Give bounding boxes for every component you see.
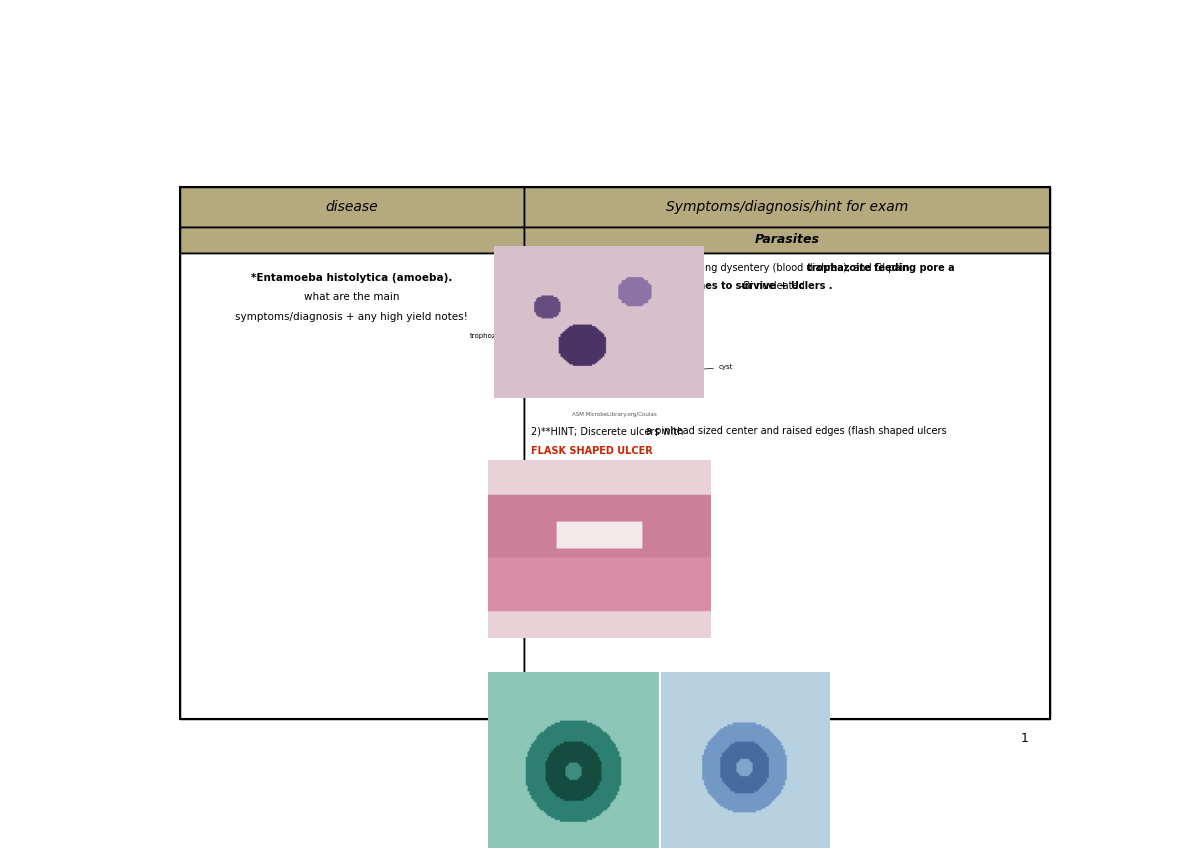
- Text: what are the main: what are the main: [304, 293, 400, 303]
- Text: 2)**HINT; Discerete ulcers with: 2)**HINT; Discerete ulcers with: [532, 427, 686, 436]
- Text: Entamoeba histolytica: Entamoeba histolytica: [499, 607, 640, 617]
- Bar: [180, 226, 523, 254]
- Text: -Bi nucleated: -Bi nucleated: [734, 282, 805, 291]
- Text: 10μm: 10μm: [583, 769, 600, 774]
- Text: Symptoms/diagnosis/hint for exam: Symptoms/diagnosis/hint for exam: [666, 199, 908, 214]
- Text: 10μm: 10μm: [719, 769, 734, 774]
- Text: Uninucleate cyst: Uninucleate cyst: [557, 778, 626, 786]
- Text: Parasites: Parasites: [755, 233, 820, 247]
- Bar: [523, 187, 1050, 226]
- Text: 3 points to keep in mid; 1)Fulminating dysentery (blood diahrea), and GI pain.: 3 points to keep in mid; 1)Fulminating d…: [532, 263, 916, 273]
- Text: ASM MicrobeLibrary.org/Coulas: ASM MicrobeLibrary.org/Coulas: [572, 412, 656, 417]
- Text: trophazoite feeding pore a: trophazoite feeding pore a: [806, 263, 954, 273]
- Text: cyts morphologically in intestines to survive + Uclers .: cyts morphologically in intestines to su…: [532, 282, 833, 291]
- Text: Binucleate cyst: Binucleate cyst: [694, 778, 758, 786]
- Text: FLASK SHAPED ULCER: FLASK SHAPED ULCER: [532, 446, 653, 455]
- Text: *Entamoeba histolytica (amoeba).: *Entamoeba histolytica (amoeba).: [251, 273, 452, 282]
- Text: Cysts: Cysts: [640, 607, 673, 617]
- Bar: [180, 254, 523, 719]
- Bar: [180, 187, 1050, 719]
- Bar: [523, 226, 1050, 254]
- Text: trophozoite: trophozoite: [470, 332, 582, 338]
- Text: disease: disease: [325, 199, 378, 214]
- Text: symptoms/diagnosis + any high yield notes!: symptoms/diagnosis + any high yield note…: [235, 312, 468, 322]
- Text: a pinhead sized center and raised edges (flash shaped ulcers: a pinhead sized center and raised edges …: [646, 427, 947, 436]
- Bar: [180, 187, 523, 226]
- Bar: [523, 254, 1050, 719]
- Text: cyst: cyst: [647, 365, 733, 374]
- Text: 1: 1: [1020, 732, 1028, 745]
